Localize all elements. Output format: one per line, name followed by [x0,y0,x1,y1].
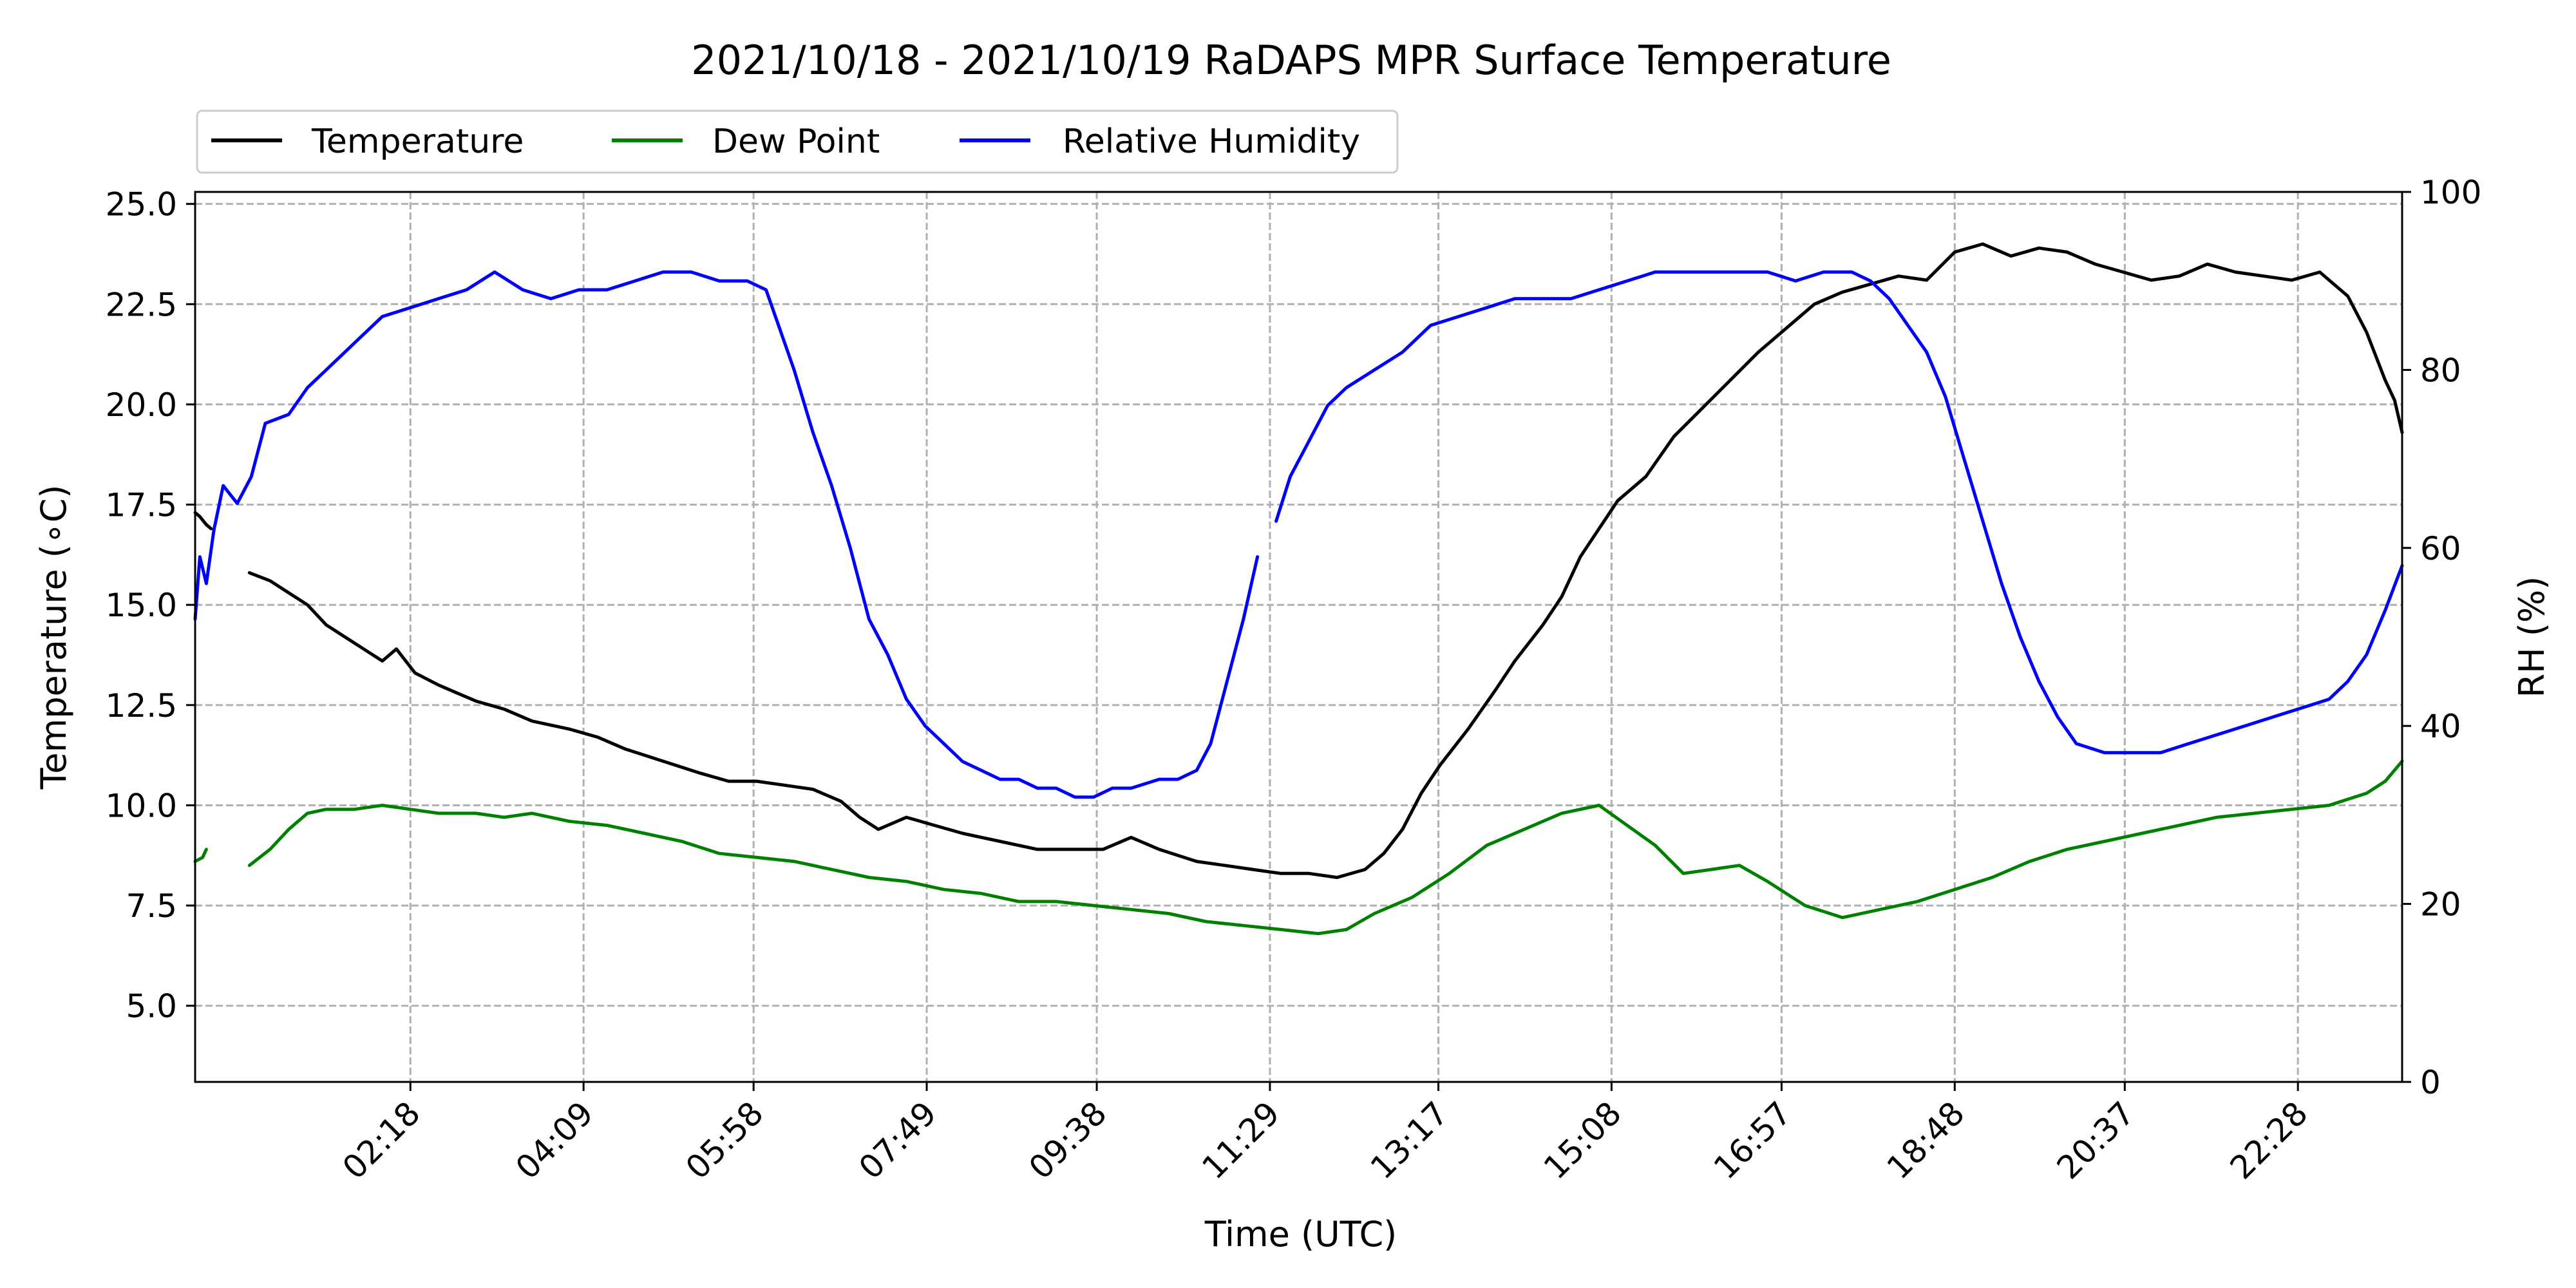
x-tick-label: 07:49 [852,1094,944,1186]
x-tick-label: 18:48 [1880,1094,1972,1186]
right-y-tick-label: 0 [2420,1064,2441,1101]
x-tick-label: 04:09 [509,1094,601,1186]
plot-frame [194,191,2403,1083]
x-axis-label: Time (UTC) [1204,1214,1397,1255]
x-tick-label: 22:28 [2223,1094,2315,1186]
right-y-tick-label: 80 [2420,352,2461,389]
right-y-axis-label: RH (%) [2512,576,2552,698]
legend-label-relative-humidity: Relative Humidity [1063,122,1360,161]
legend-box [196,109,1399,174]
left-y-tick-label: 7.5 [126,887,177,925]
x-tick-label: 16:57 [1707,1094,1799,1186]
x-tick-label: 11:29 [1195,1094,1287,1186]
right-y-tick-label: 40 [2420,708,2461,745]
x-axis-ticks: 02:18 04:09 05:58 07:49 09:38 11:29 13:17 15:08… [336,1082,2315,1186]
left-y-tick-label: 22.5 [106,286,177,323]
left-y-tick-label: 12.5 [106,687,177,724]
left-y-axis-label: Temperature (∘C) [33,485,74,790]
series-line-temperature [193,242,2404,879]
series-layer [193,242,2404,936]
right-y-tick-label: 100 [2420,174,2481,211]
right-y-axis-ticks: 0 20 40 60 80 100 [2402,174,2481,1101]
x-tick-label: 20:37 [2050,1094,2142,1186]
left-y-tick-label: 15.0 [106,587,177,624]
right-y-tick-label: 60 [2420,530,2461,567]
left-y-tick-label: 17.5 [106,487,177,524]
left-y-tick-label: 25.0 [106,186,177,223]
legend-label-temperature: Temperature [311,122,524,161]
grid-lines [195,192,2402,1082]
chart-title: 2021/10/18 - 2021/10/19 RaDAPS MPR Surfa… [691,37,1891,84]
series-line-relative-humidity [193,270,2404,799]
x-tick-label: 15:08 [1537,1094,1629,1186]
x-tick-label: 02:18 [336,1094,428,1186]
left-y-tick-label: 5.0 [126,988,177,1025]
x-tick-label: 09:38 [1022,1094,1114,1186]
left-y-tick-label: 10.0 [106,787,177,824]
x-tick-label: 13:17 [1363,1094,1455,1186]
legend: Temperature Dew Point Relative Humidity [196,109,1399,174]
left-y-tick-label: 20.0 [106,386,177,424]
x-tick-label: 05:58 [679,1094,771,1186]
left-y-axis-ticks: 5.0 7.5 10.0 12.5 15.0 17.5 20.0 22.5 25.0 [106,186,195,1025]
legend-label-dew-point: Dew Point [712,122,880,161]
right-y-tick-label: 20 [2420,886,2461,923]
series-line-dew-point [193,759,2404,936]
